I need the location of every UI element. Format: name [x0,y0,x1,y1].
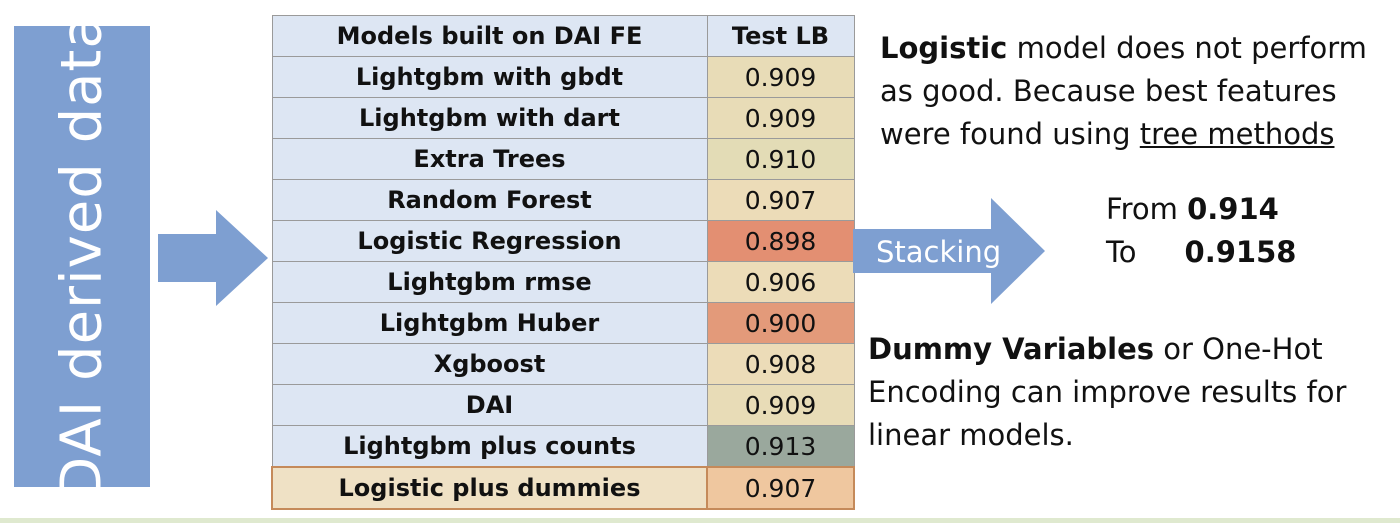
to-value: 0.9158 [1184,235,1297,269]
table-row: DAI 0.909 [271,384,855,426]
logistic-note: Logistic model does not perform as good.… [880,27,1380,156]
to-label: To [1106,235,1137,269]
stacking-arrow-icon [853,198,1045,304]
model-name-cell: Lightgbm plus counts [271,425,708,468]
table-row: Lightgbm with gbdt 0.909 [271,56,855,98]
to-row: To 0.9158 [1106,231,1296,274]
model-name-cell: Random Forest [271,179,708,221]
dummy-variables-bold: Dummy Variables [868,332,1155,366]
test-lb-score-cell: 0.898 [706,220,855,262]
table-row: Extra Trees 0.910 [271,138,855,180]
test-lb-score-cell: 0.908 [706,343,855,385]
test-lb-score-cell: 0.913 [706,425,855,468]
model-name-cell: Extra Trees [271,138,708,180]
test-lb-score-cell: 0.906 [706,261,855,303]
model-column-header: Models built on DAI FE [271,15,708,57]
table-row: Lightgbm with dart 0.909 [271,97,855,139]
tree-methods-text: tree methods [1139,117,1335,151]
derived-data-box: DAI derived data [14,13,150,500]
input-arrow-icon [158,210,268,306]
bottom-divider [0,518,1400,523]
table-row: Lightgbm rmse 0.906 [271,261,855,303]
table-row: Logistic plus dummies 0.907 [271,466,855,510]
table-row: Random Forest 0.907 [271,179,855,221]
test-lb-score-cell: 0.909 [706,97,855,139]
model-name-cell: DAI [271,384,708,426]
table-row: Logistic Regression 0.898 [271,220,855,262]
test-lb-score-cell: 0.909 [706,56,855,98]
table-header-row: Models built on DAI FE Test LB [271,15,855,57]
from-label: From [1106,192,1178,226]
dummy-variables-text: or One-Hot Encoding can improve results … [868,332,1347,452]
model-name-cell: Lightgbm with gbdt [271,56,708,98]
model-name-cell: Logistic plus dummies [271,466,708,510]
table-row: Xgboost 0.908 [271,343,855,385]
logistic-note-text: model does not perform as good. Because … [880,31,1367,151]
test-lb-score-cell: 0.907 [706,179,855,221]
test-lb-score-cell: 0.900 [706,302,855,344]
test-lb-score-cell: 0.907 [706,466,855,510]
table-row: Lightgbm plus counts 0.913 [271,425,855,468]
model-results-table: Models built on DAI FE Test LB Lightgbm … [271,15,855,510]
model-name-cell: Xgboost [271,343,708,385]
logistic-note-bold: Logistic [880,31,1008,65]
model-name-cell: Lightgbm Huber [271,302,708,344]
table-row: Lightgbm Huber 0.900 [271,302,855,344]
stacking-result: From 0.914 To 0.9158 [1106,188,1296,274]
derived-data-label: DAI derived data [49,13,115,500]
test-lb-score-cell: 0.909 [706,384,855,426]
from-value: 0.914 [1187,192,1279,226]
model-name-cell: Lightgbm rmse [271,261,708,303]
test-lb-score-cell: 0.910 [706,138,855,180]
dummy-variables-note: Dummy Variables or One-Hot Encoding can … [868,328,1378,457]
model-name-cell: Lightgbm with dart [271,97,708,139]
from-row: From 0.914 [1106,188,1296,231]
score-column-header: Test LB [706,15,855,57]
model-name-cell: Logistic Regression [271,220,708,262]
stacking-label: Stacking [876,235,1002,269]
